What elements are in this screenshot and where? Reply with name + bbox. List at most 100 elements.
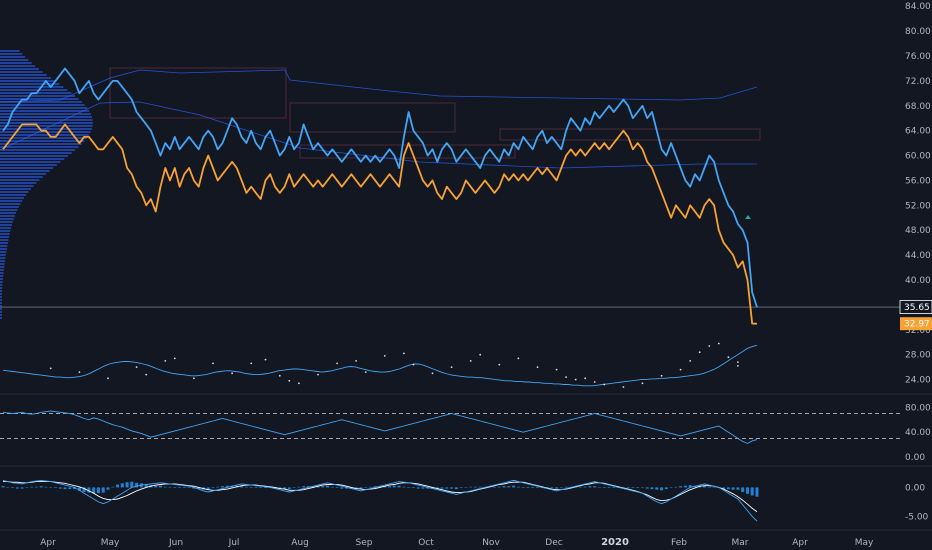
- scatter-dot: [78, 371, 81, 373]
- y-tick-label: 68.00: [905, 102, 931, 112]
- macd-histogram-bar: [750, 487, 754, 496]
- macd-histogram-bar: [703, 485, 706, 488]
- volume-profile-bar: [0, 164, 57, 166]
- macd-histogram-bar: [154, 485, 158, 488]
- macd-histogram-bar: [440, 487, 444, 489]
- volume-profile-bar: [0, 83, 60, 85]
- macd-histogram-bar: [197, 487, 201, 490]
- macd-histogram-bar: [512, 485, 516, 488]
- volume-profile-bar: [0, 86, 64, 88]
- y-tick-label: 84.00: [905, 2, 931, 12]
- volume-profile-bar: [0, 215, 15, 217]
- volume-profile-bar: [0, 263, 5, 265]
- volume-profile-bar: [0, 191, 29, 193]
- macd-histogram-bar: [712, 487, 716, 488]
- macd-histogram-bar: [392, 485, 396, 488]
- macd-histogram-bar: [564, 486, 568, 488]
- volume-profile-bar: [0, 314, 2, 316]
- scatter-dot: [698, 351, 701, 354]
- volume-profile-bar: [0, 221, 13, 223]
- macd-histogram-bar: [755, 487, 759, 497]
- macd-histogram-bar: [521, 487, 525, 488]
- scatter-dot: [641, 382, 644, 385]
- macd-histogram-bar: [736, 487, 740, 490]
- rsi-tick-label: 80.00: [905, 403, 931, 413]
- scatter-dot: [145, 373, 148, 376]
- volume-profile-bar: [0, 167, 54, 169]
- macd-histogram-bar: [364, 487, 368, 488]
- volume-profile-bar: [0, 203, 21, 205]
- volume-profile-bar: [0, 89, 68, 91]
- macd-histogram-bar: [135, 482, 139, 488]
- macd-histogram-bar: [96, 487, 100, 494]
- macd-histogram-bar: [407, 487, 411, 488]
- macd-histogram-bar: [359, 487, 363, 490]
- volume-profile-bar: [0, 137, 87, 139]
- macd-histogram-bar: [58, 487, 62, 489]
- volume-profile-bar: [0, 194, 27, 196]
- rsi-tick-label: 0.00: [905, 453, 925, 463]
- macd-histogram-bar: [163, 486, 167, 488]
- volume-profile-bar: [0, 245, 8, 247]
- volume-profile-bar: [0, 176, 43, 178]
- macd-histogram-bar: [63, 487, 67, 490]
- main-price-pane[interactable]: [0, 67, 900, 388]
- macd-histogram-bar: [77, 487, 81, 491]
- macd-histogram-bar: [287, 487, 291, 490]
- macd-histogram-bar: [388, 486, 391, 488]
- macd-histogram-bar: [168, 487, 172, 488]
- volume-profile-bar: [0, 182, 37, 184]
- price-series-line: [2, 67, 758, 308]
- volume-profile-bar: [0, 116, 92, 118]
- volume-profile-bar: [0, 278, 3, 280]
- volume-profile-bar: [0, 158, 65, 160]
- macd-histogram-bar: [311, 486, 315, 488]
- volume-profile-bar: [0, 122, 93, 124]
- macd-histogram-bar: [550, 487, 554, 488]
- y-tick-label: 64.00: [905, 127, 931, 137]
- macd-histogram-bar: [187, 487, 191, 488]
- macd-histogram-bar: [516, 486, 520, 488]
- macd-histogram-bar: [345, 487, 349, 489]
- macd-histogram-bar: [397, 485, 401, 488]
- volume-profile-bar: [0, 236, 10, 238]
- scatter-dot: [469, 360, 472, 362]
- macd-histogram-bar: [106, 487, 110, 490]
- y-tick-label: 60.00: [905, 152, 931, 162]
- scatter-dot: [555, 368, 558, 371]
- scatter-dot: [355, 360, 357, 362]
- macd-histogram-bar: [445, 487, 449, 489]
- secondary-price-label: 32.97: [904, 320, 930, 330]
- macd-histogram-bar: [507, 486, 511, 488]
- volume-profile-bar: [0, 77, 51, 79]
- volume-profile-bar: [0, 287, 3, 289]
- macd-histogram-bar: [688, 485, 692, 488]
- macd-histogram-bar: [15, 487, 19, 489]
- macd-histogram-bar: [25, 487, 29, 488]
- macd-histogram-bar: [11, 487, 14, 488]
- macd-pane[interactable]: [1, 479, 759, 522]
- volume-profile-bar: [0, 53, 23, 55]
- volume-profile-bar: [0, 266, 5, 268]
- macd-histogram-bar: [82, 487, 86, 492]
- y-tick-label: 76.00: [905, 52, 931, 62]
- volume-profile-bar: [0, 155, 69, 157]
- rsi-pane[interactable]: [0, 410, 900, 444]
- macd-histogram-bar: [416, 487, 420, 489]
- last-price-tag-bg: [899, 300, 932, 315]
- macd-histogram-bar: [369, 486, 372, 488]
- macd-histogram-bar: [588, 486, 592, 488]
- volume-profile-bar: [0, 149, 76, 151]
- macd-histogram-bar: [259, 487, 263, 488]
- volume-profile-bar: [0, 71, 43, 73]
- macd-histogram-bar: [254, 487, 258, 488]
- macd-histogram-bar: [264, 487, 267, 488]
- macd-histogram-bar: [473, 486, 477, 488]
- macd-histogram-bar: [664, 487, 668, 490]
- volume-profile-bar: [0, 140, 85, 142]
- macd-histogram-bar: [225, 485, 229, 488]
- macd-histogram-bar: [54, 487, 57, 488]
- macd-histogram-bar: [578, 486, 582, 488]
